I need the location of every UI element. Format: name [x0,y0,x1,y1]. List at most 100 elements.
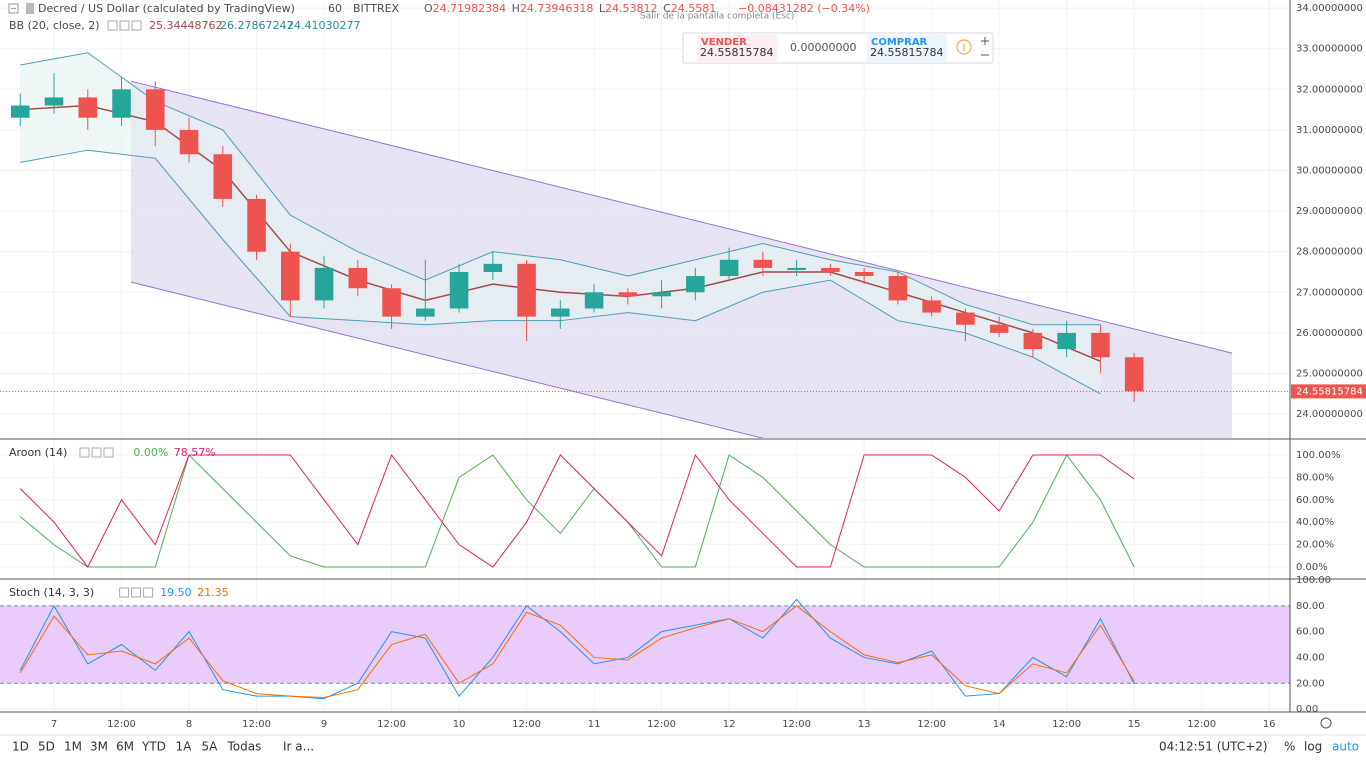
last-price-label: 24.55815784 [1296,386,1363,397]
x-tick-label: 12:00 [647,719,676,730]
band-line [20,52,1101,326]
quantity[interactable]: 0.00000000 [790,41,856,54]
buy-price[interactable]: 24.55815784 [870,46,943,59]
x-tick-label: 16 [1263,719,1276,730]
x-tick-label: 7 [51,719,57,730]
interval[interactable]: 60 [328,2,342,15]
trade-panel: VENDER 24.55815784 0.00000000 COMPRAR 24… [682,32,994,64]
indicator-buttons[interactable] [107,20,142,31]
bb-label[interactable]: BB (20, close, 2) [9,19,100,32]
candle-body [10,105,30,118]
x-tick-label: 14 [993,719,1006,730]
series-line [19,454,1135,568]
toolbar: Ir a... 04:12:51 (UTC+2) % log auto 1D 5D… [12,717,1359,754]
pane [0,440,1290,578]
exchange[interactable]: BITTREX [353,2,400,15]
y-tick-label: 29.00000000 [1296,206,1363,217]
ohlc-value: 24.53812 [605,2,658,15]
axis: 0.00% 20.00% 40.00% 60.00% 80.00% 100.00% [1296,450,1341,573]
indicator-button[interactable] [103,447,114,458]
indicator-button[interactable] [119,587,130,598]
candle-body [854,271,874,277]
y-tick-label: 100.00% [1296,450,1341,461]
legend-value: 0.00% [133,446,168,459]
sell-button[interactable] [697,35,777,61]
candle-body [145,89,165,130]
spacer [216,446,222,459]
y-tick-label: 40.00 [1296,652,1325,663]
ohlc-value: 24.5581 [671,2,717,15]
separators [0,0,1366,736]
y-tick-label: 80.00 [1296,601,1325,612]
sell-label[interactable]: VENDER [701,37,747,48]
candle-body [213,154,233,199]
bb-upper: 26.27867247 [220,19,293,32]
range-button[interactable]: 1M [64,740,82,754]
auto-toggle[interactable]: auto [1332,740,1359,754]
indicator-button[interactable] [79,447,90,458]
y-tick-label: 60.00 [1296,627,1325,638]
indicator-legend: Stoch (14, 3, 3) 19.50 21.35 [9,586,234,599]
x-tick-label: 12:00 [512,719,541,730]
x-tick-label: 12:00 [917,719,946,730]
pane [0,580,1290,711]
legend-value: 78.57% [174,446,216,459]
range-button[interactable]: YTD [141,740,166,754]
log-toggle[interactable]: log [1304,740,1322,754]
x-tick-label: 12:00 [242,719,271,730]
x-tick-label: 12 [723,719,736,730]
legend-value: 19.50 [160,586,192,599]
range-button[interactable]: 5A [202,740,219,754]
candle-body [112,89,131,118]
indicator-title: Stoch (14, 3, 3) [9,586,94,599]
ohlc-key: L [599,2,606,15]
settings-icon[interactable] [1320,717,1332,729]
channel-fill [131,81,1233,438]
collapse-icon[interactable] [8,3,19,14]
axis: 24.00000000 25.00000000 26.00000000 27.0000… [51,3,1366,730]
indicator-button[interactable] [131,587,142,598]
indicator-button[interactable] [143,587,154,598]
x-tick-label: 12:00 [1052,719,1081,730]
range-button[interactable]: 1D [12,740,29,754]
bb-basis: 25.34448762 [149,19,222,32]
candle-body [382,288,401,317]
buy-label[interactable]: COMPRAR [871,37,928,48]
range-button[interactable]: 3M [90,740,108,754]
candle-body [78,97,98,118]
y-tick-label: 24.00000000 [1296,409,1363,420]
range-button[interactable]: Todas [227,740,262,754]
buy-button[interactable] [867,35,947,61]
axis: 0.00 20.00 40.00 60.00 80.00 100.00 [1296,575,1331,715]
candle-body [1091,332,1110,358]
x-tick-label: 9 [321,719,327,730]
symbol-title[interactable]: Decred / US Dollar (calculated by Tradin… [38,2,295,15]
sell-price[interactable]: 24.55815784 [700,46,773,59]
range-button[interactable]: 1A [176,740,193,754]
range-button[interactable]: 5D [38,740,55,754]
ohlc-key: C [663,2,671,15]
candle-body [1057,332,1076,350]
y-tick-label: 30.00000000 [1296,165,1363,176]
x-tick-label: 12:00 [107,719,136,730]
y-tick-label: 33.00000000 [1296,44,1363,55]
range-button[interactable]: 6M [116,740,134,754]
y-tick-label: 26.00000000 [1296,328,1363,339]
x-tick-label: 12:00 [782,719,811,730]
series-line [19,598,1135,700]
candle-body [989,324,1009,333]
goto[interactable]: Ir a... [283,740,314,754]
x-tick-label: 10 [453,719,466,730]
info-icon[interactable] [956,39,972,55]
spacer [229,586,235,599]
y-tick-label: 31.00000000 [1296,125,1363,136]
indicator-title: Aroon (14) [9,446,67,459]
x-tick-label: 13 [858,719,871,730]
candle-body [551,308,570,317]
candle-body [416,308,435,317]
indicator-button[interactable] [91,447,102,458]
percent-toggle[interactable]: % [1284,740,1295,754]
candle-body [719,259,739,277]
channel-line [130,281,765,438]
